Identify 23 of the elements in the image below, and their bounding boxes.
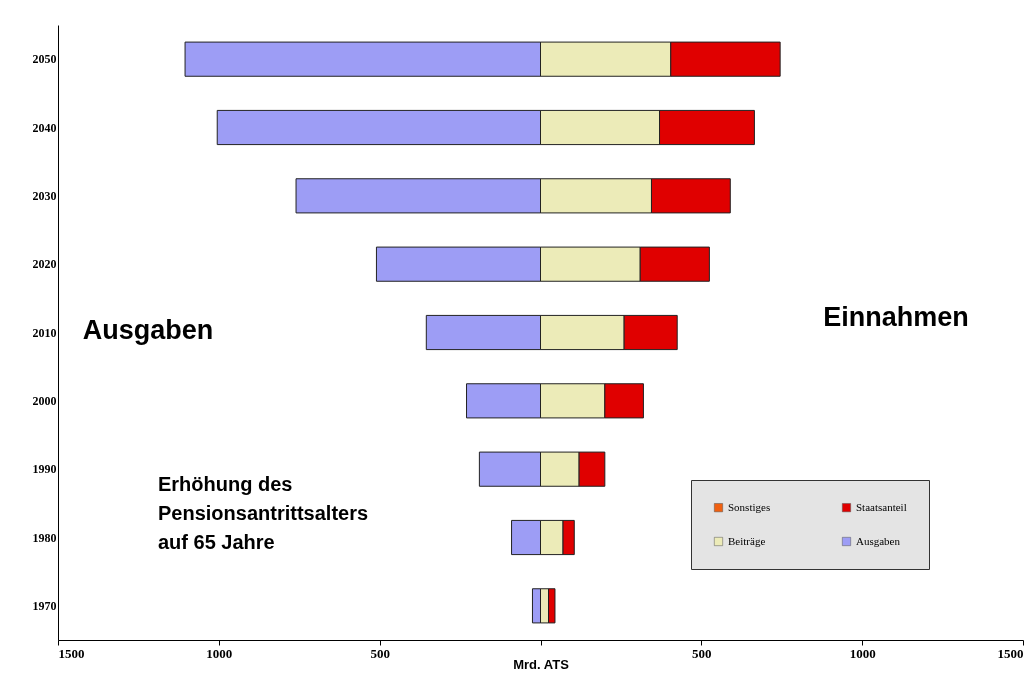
y-tick-label: 2040: [32, 120, 57, 135]
y-tick-label: 2010: [32, 325, 57, 340]
y-tick-label: 2030: [32, 188, 57, 203]
x-tick-label: 1500: [58, 645, 85, 661]
x-tick-label: 1500: [997, 645, 1024, 661]
legend-label: Sonstiges: [728, 500, 771, 513]
annotation: Ausgaben: [82, 315, 214, 345]
x-tick-label: 1000: [206, 645, 233, 661]
x-axis-title: Mrd. ATS: [513, 656, 570, 672]
y-tick-label: 2050: [32, 52, 57, 67]
legend-label: Ausgaben: [856, 534, 901, 547]
legend-label: Beiträge: [728, 534, 766, 547]
y-tick-label: 1970: [32, 598, 57, 613]
x-tick-label: 500: [370, 645, 390, 661]
y-tick-label: 2000: [32, 393, 57, 408]
y-tick-label: 2020: [32, 257, 57, 272]
y-tick-label: 1990: [32, 462, 57, 477]
x-tick-label: 1000: [849, 645, 876, 661]
annotation: Einnahmen: [823, 302, 969, 332]
legend-label: Staatsanteil: [856, 500, 907, 513]
annotation: Erhöhung des Pensionsantrittsalters auf 65 Jahre: [158, 473, 369, 553]
y-tick-label: 1980: [32, 530, 57, 545]
x-tick-label: 500: [692, 645, 712, 661]
